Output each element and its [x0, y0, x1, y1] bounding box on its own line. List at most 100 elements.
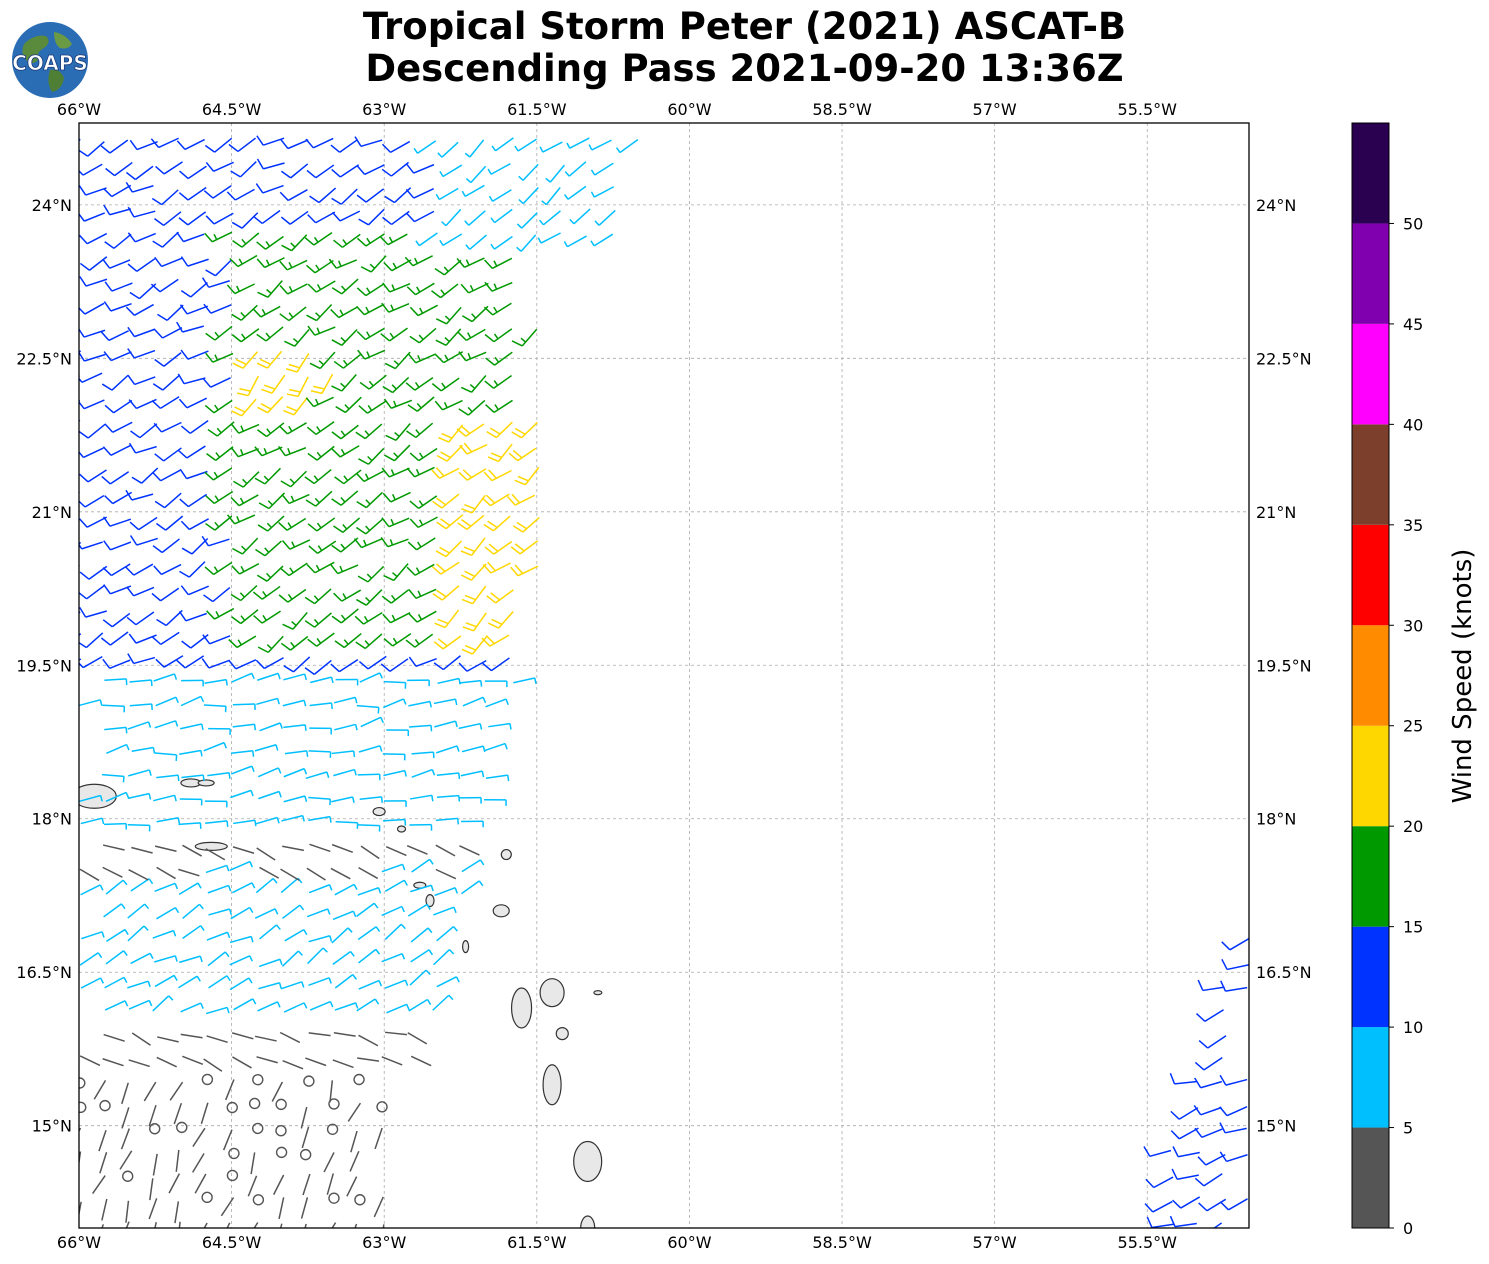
wind-barb-staff	[315, 211, 336, 224]
wind-barb-staff	[109, 659, 131, 670]
wind-barb-staff	[341, 328, 358, 346]
wind-barb-half-flag	[430, 885, 434, 892]
wind-barb	[179, 561, 206, 578]
wind-barb-staff	[113, 233, 132, 249]
wind-barb-half-flag	[330, 676, 334, 684]
wind-barb-flag	[232, 547, 243, 555]
wind-barb-flag	[357, 575, 369, 583]
wind-barb-flag	[286, 393, 299, 398]
wind-barb-flag	[356, 500, 367, 509]
wind-barb-staff	[220, 1197, 235, 1217]
wind-barb	[206, 607, 235, 620]
wind-barb-staff	[317, 540, 337, 554]
wind-barb-staff	[388, 303, 410, 313]
map-title-line-1: Tropical Storm Peter (2021) ASCAT-B	[362, 5, 1127, 48]
wind-barb-staff	[79, 564, 80, 567]
wind-barb	[481, 634, 510, 647]
wind-barb-flag	[434, 267, 445, 276]
wind-barb	[588, 139, 612, 151]
wind-barb	[203, 1222, 208, 1228]
wind-barb	[483, 302, 512, 316]
wind-barb-half-flag	[263, 447, 268, 455]
wind-barb	[490, 208, 513, 224]
wind-barb	[156, 866, 176, 880]
wind-barb-flag	[179, 304, 188, 315]
wind-barb	[464, 139, 485, 158]
wind-barb-flag	[254, 446, 263, 457]
wind-barb	[236, 375, 260, 397]
wind-barb-flag	[432, 500, 443, 509]
wind-barb-flag	[283, 665, 294, 673]
colorbar-bin	[1352, 926, 1389, 1028]
wind-barb	[202, 634, 231, 645]
wind-barb-staff	[103, 1033, 125, 1042]
wind-barb	[306, 561, 335, 574]
wind-barb-half-flag	[394, 432, 400, 438]
wind-barb-staff	[381, 905, 403, 917]
wind-barb-staff	[360, 139, 383, 148]
wind-barb-staff	[434, 720, 456, 728]
wind-barb	[131, 1032, 151, 1046]
wind-barb	[280, 163, 309, 179]
wind-barb-staff	[466, 659, 487, 672]
wind-barb	[435, 328, 462, 346]
wind-barb-half-flag	[343, 475, 349, 482]
wind-barb-staff	[445, 306, 462, 325]
wind-barb-flag	[306, 169, 317, 179]
wind-barb-flag	[460, 386, 472, 393]
wind-barb-staff	[286, 259, 308, 271]
wind-barb-staff	[190, 282, 208, 298]
wind-barb-staff	[136, 258, 156, 272]
wind-barb-flag	[1193, 1105, 1202, 1116]
wind-barb-flag	[102, 516, 111, 527]
wind-barb-half-flag	[355, 1002, 359, 1009]
wind-barb	[283, 656, 311, 673]
wind-barb-flag	[460, 550, 472, 557]
wind-barb-staff	[334, 723, 356, 731]
wind-barb	[357, 773, 381, 781]
wind-barb-staff	[79, 491, 80, 494]
colorbar-tick-label: 35	[1403, 516, 1423, 535]
wind-barb-half-flag	[456, 745, 460, 752]
wind-barb-staff	[121, 1107, 130, 1129]
wind-barb-flag	[304, 237, 315, 246]
wind-barb	[79, 302, 105, 315]
wind-barb-staff	[410, 884, 432, 893]
wind-barb	[331, 210, 361, 222]
wind-barb-flag	[441, 432, 453, 439]
wind-barb-half-flag	[249, 955, 253, 962]
wind-barb-staff	[491, 657, 510, 672]
wind-barb-flag	[102, 446, 112, 456]
wind-barb-staff	[357, 773, 380, 776]
wind-barb-half-flag	[329, 1001, 334, 1008]
wind-barb	[283, 673, 308, 681]
wind-barb-staff	[203, 1222, 208, 1228]
wind-barb-staff	[542, 141, 563, 153]
wind-barb-staff	[86, 232, 108, 245]
wind-barb-half-flag	[465, 259, 470, 266]
wind-barb-flag	[510, 566, 519, 577]
wind-barb-staff	[366, 400, 387, 414]
wind-barb-flag	[129, 139, 138, 150]
wind-barb-half-flag	[228, 908, 233, 916]
wind-barb-flag	[358, 661, 369, 670]
wind-barb-staff	[365, 518, 383, 535]
wind-barb-staff	[156, 866, 176, 880]
wind-barb-staff	[287, 588, 307, 603]
wind-barb-half-flag	[401, 864, 406, 871]
wind-barb-flag	[280, 642, 291, 651]
wind-barb	[384, 351, 411, 370]
wind-barb-flag	[463, 442, 473, 453]
wind-barb-staff	[436, 976, 457, 988]
wind-barb	[126, 586, 155, 597]
wind-barb-staff	[1229, 938, 1249, 951]
wind-barb-flag	[154, 500, 166, 509]
wind-barb-staff	[309, 702, 332, 707]
wind-barb	[79, 256, 108, 271]
wind-barb	[435, 844, 456, 857]
wind-barb	[143, 1081, 157, 1102]
wind-barb-half-flag	[216, 427, 222, 434]
wind-barb	[99, 1152, 108, 1174]
wind-barb	[308, 884, 333, 894]
wind-barb	[383, 818, 407, 826]
